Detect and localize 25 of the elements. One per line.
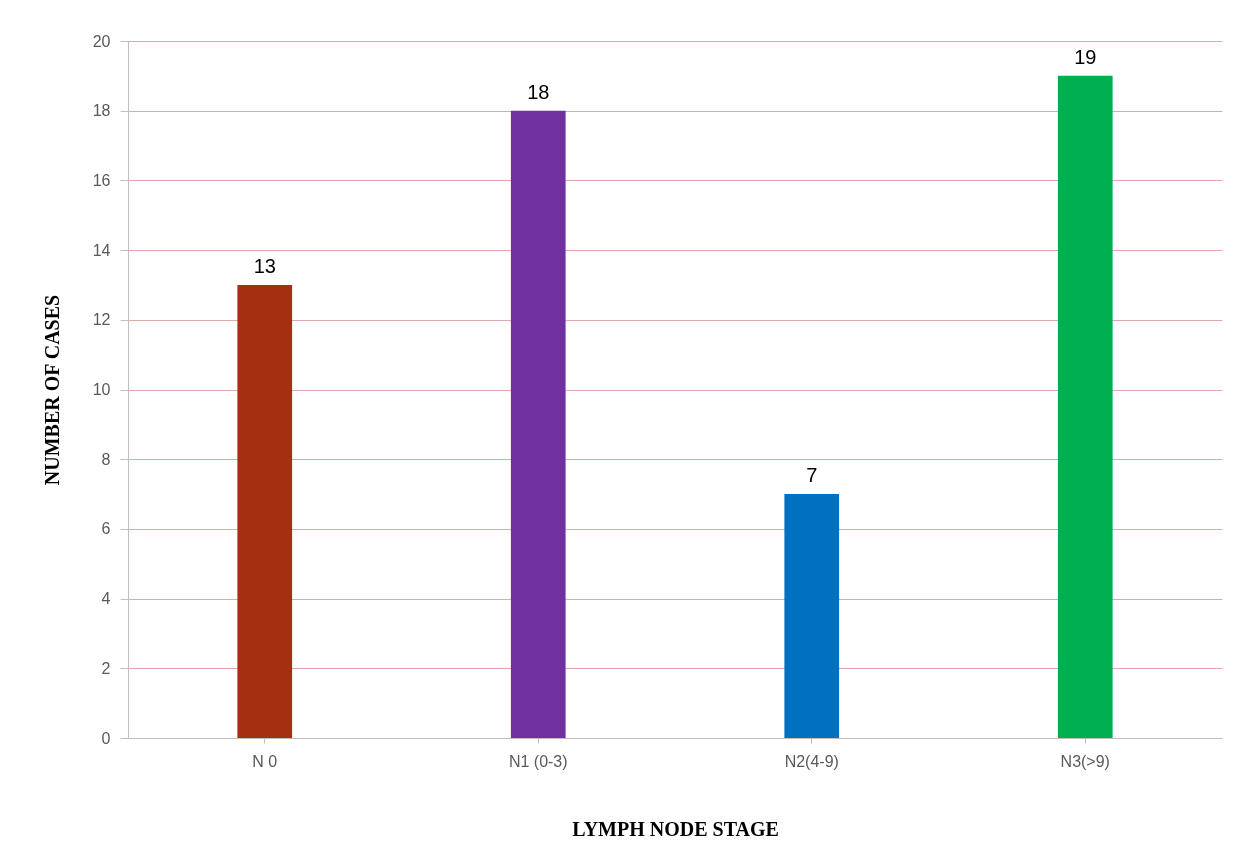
data-label: 18 (527, 80, 550, 103)
data-label: 13 (253, 254, 276, 277)
x-tick-label: N 0 (252, 752, 278, 770)
bar (1057, 75, 1113, 738)
y-tick-label: 8 (101, 450, 111, 468)
y-tick-label: 0 (101, 729, 111, 747)
x-tick-label: N3(>9) (1060, 752, 1110, 770)
y-tick-label: 6 (101, 520, 111, 538)
x-axis-title: LYMPH NODE STAGE (572, 817, 779, 840)
bar (510, 110, 566, 738)
y-tick-label: 18 (92, 102, 111, 120)
data-label: 7 (806, 464, 818, 487)
y-tick-label: 12 (92, 311, 111, 329)
y-tick-label: 10 (92, 381, 111, 398)
x-tick-label: N1 (0-3) (508, 752, 568, 770)
bar (784, 494, 840, 738)
y-tick-label: 2 (101, 659, 111, 677)
y-axis-title: NUMBER OF CASES (40, 294, 63, 486)
y-tick-label: 14 (92, 241, 111, 259)
y-tick-label: 4 (101, 590, 111, 608)
y-tick-label: 16 (92, 171, 111, 189)
y-tick-label: 20 (92, 32, 111, 50)
x-tick-label: N2(4-9) (784, 752, 839, 770)
bar (237, 284, 293, 738)
data-label: 19 (1074, 45, 1097, 68)
